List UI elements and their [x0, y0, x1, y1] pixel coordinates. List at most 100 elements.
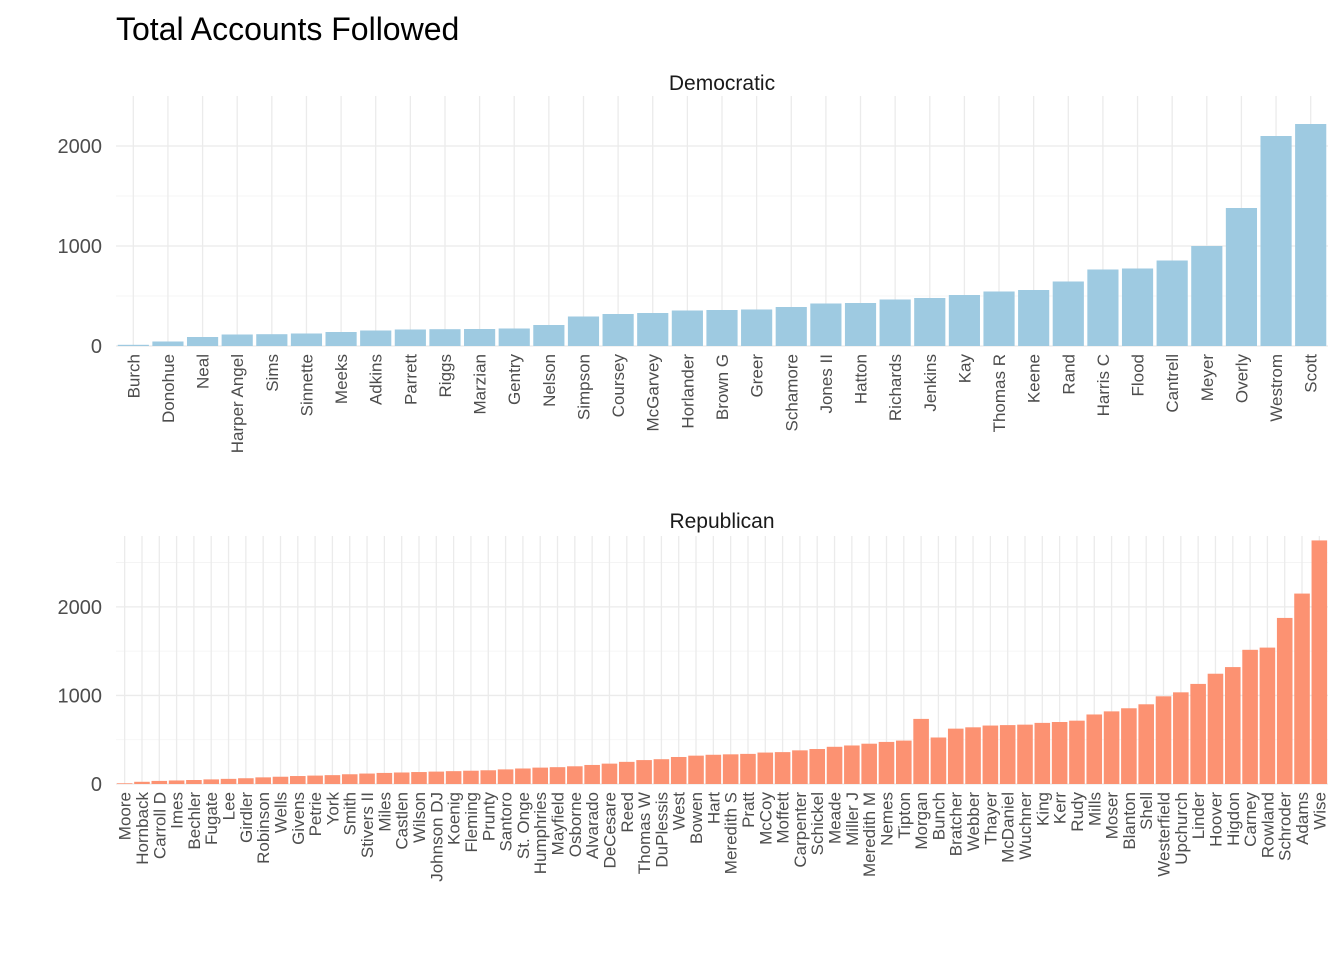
bar-hoover [1207, 673, 1224, 784]
panel-strip-label: Democratic [669, 72, 775, 95]
x-tick-label: Thomas R [990, 354, 1009, 432]
bar-sinnette [290, 333, 323, 346]
x-tick-label: Riggs [436, 354, 455, 397]
x-tick-label: Wise [1310, 792, 1329, 830]
x-tick-label: Harper Angel [228, 354, 247, 453]
x-tick-label: Adkins [367, 354, 386, 405]
x-tick-label: Smith [341, 792, 360, 835]
bar-cantrell [1156, 260, 1188, 346]
x-tick-label: Richards [886, 354, 905, 421]
bar-decesare [601, 763, 618, 784]
bar-moffett [774, 752, 791, 784]
bar-stivers-ii [359, 773, 375, 784]
x-tick-label: Overly [1232, 354, 1251, 404]
bar-smith [341, 774, 358, 784]
bar-richards [879, 299, 911, 346]
bar-overly [1225, 208, 1258, 346]
x-tick-label: Osborne [566, 792, 585, 857]
bar-meredith-s [722, 754, 739, 784]
x-tick-label: Gentry [505, 354, 524, 406]
x-tick-label: Moser [1103, 792, 1122, 840]
x-tick-label: Givens [289, 792, 308, 845]
bar-adkins [360, 330, 392, 346]
x-tick-label: Hoover [1206, 792, 1225, 847]
bar-scott [1295, 124, 1327, 346]
x-tick-label: Blanton [1120, 792, 1139, 850]
bar-rand [1052, 281, 1084, 346]
y-tick-label: 1000 [58, 685, 103, 707]
x-tick-label: St. Onge [514, 792, 533, 859]
bar-adams [1294, 593, 1310, 784]
x-tick-label: Cantrell [1163, 354, 1182, 413]
bar-meredith-m [861, 743, 877, 784]
bar-st-onge [515, 768, 531, 784]
x-tick-label: Coursey [609, 354, 628, 418]
bar-meade [826, 746, 843, 784]
bar-petrie [307, 775, 323, 784]
bar-lee [220, 778, 237, 784]
bar-bechler [186, 780, 202, 784]
bar-donohue [152, 341, 184, 346]
x-tick-label: King [1033, 792, 1052, 826]
chart-title: Total Accounts Followed [116, 11, 459, 47]
x-tick-label: Neal [194, 354, 213, 389]
x-tick-label: Nelson [540, 354, 559, 407]
bar-westrom [1260, 136, 1292, 346]
x-tick-label: Mills [1085, 792, 1104, 826]
bar-tipton [896, 740, 912, 784]
x-tick-label: Burch [124, 354, 143, 398]
bar-hart [705, 754, 722, 784]
x-tick-label: Horlander [678, 354, 697, 429]
x-tick-label: McCoy [756, 792, 775, 845]
x-tick-label: Petrie [306, 792, 325, 836]
x-tick-label: Fugate [202, 792, 221, 845]
x-tick-label: Donohue [159, 354, 178, 423]
panel-democratic: Democratic 0 1000 2000 Burch Donohue Neal Harpe… [58, 72, 1328, 453]
x-tick-label: Hart [704, 792, 723, 824]
x-tick-label: Harris C [1094, 354, 1113, 416]
bar-mcgarvey [637, 313, 669, 346]
bar-alvarado [584, 764, 600, 784]
x-tick-label: Meredith S [722, 792, 741, 874]
bar-westerfield [1155, 696, 1172, 784]
bar-mills [1086, 714, 1103, 784]
bar-koenig [445, 771, 462, 784]
x-tick-label: Westerfield [1155, 792, 1174, 877]
x-tick-label: Santoro [497, 792, 516, 852]
x-tick-label: Mayfield [549, 792, 568, 855]
x-tick-label: Humphries [531, 792, 550, 874]
x-tick-label: Kerr [1051, 792, 1070, 824]
bar-jones-ii [810, 303, 842, 346]
bar-morgan [913, 718, 929, 784]
x-tick-label: Wells [271, 792, 290, 833]
x-tick-label: Flood [1129, 354, 1148, 397]
x-tick-label: Kay [955, 354, 974, 384]
x-tick-label: Moore [116, 792, 135, 840]
bar-santoro [497, 769, 514, 784]
bar-rowland [1259, 647, 1276, 784]
x-tick-label: Morgan [912, 792, 931, 850]
bar-girdler [238, 778, 254, 784]
bar-neal [186, 337, 219, 346]
x-tick-label: Higdon [1224, 792, 1243, 846]
x-tick-label: Sims [263, 354, 282, 392]
x-tick-label: Thayer [981, 792, 1000, 845]
bar-blanton [1121, 708, 1137, 784]
x-tick-label: Keene [1025, 354, 1044, 403]
bar-brown-g [706, 310, 738, 346]
panel-republican: Republican 0 1000 2000 MooreHornbackCarroll … [58, 510, 1330, 882]
bar-flood [1121, 268, 1154, 346]
bar-osborne [567, 766, 583, 784]
bar-greer [741, 309, 773, 346]
bar-mcdaniel [999, 725, 1016, 784]
x-tick-label: Meyer [1198, 354, 1217, 402]
y-tick-label: 0 [91, 774, 102, 796]
bar-hornback [134, 781, 150, 784]
x-tick-label: Thomas W [635, 792, 654, 874]
x-tick-label: Simpson [574, 354, 593, 420]
bar-castlen [393, 772, 410, 784]
bar-givens [290, 776, 306, 784]
x-tick-label: Wilson [410, 792, 429, 843]
